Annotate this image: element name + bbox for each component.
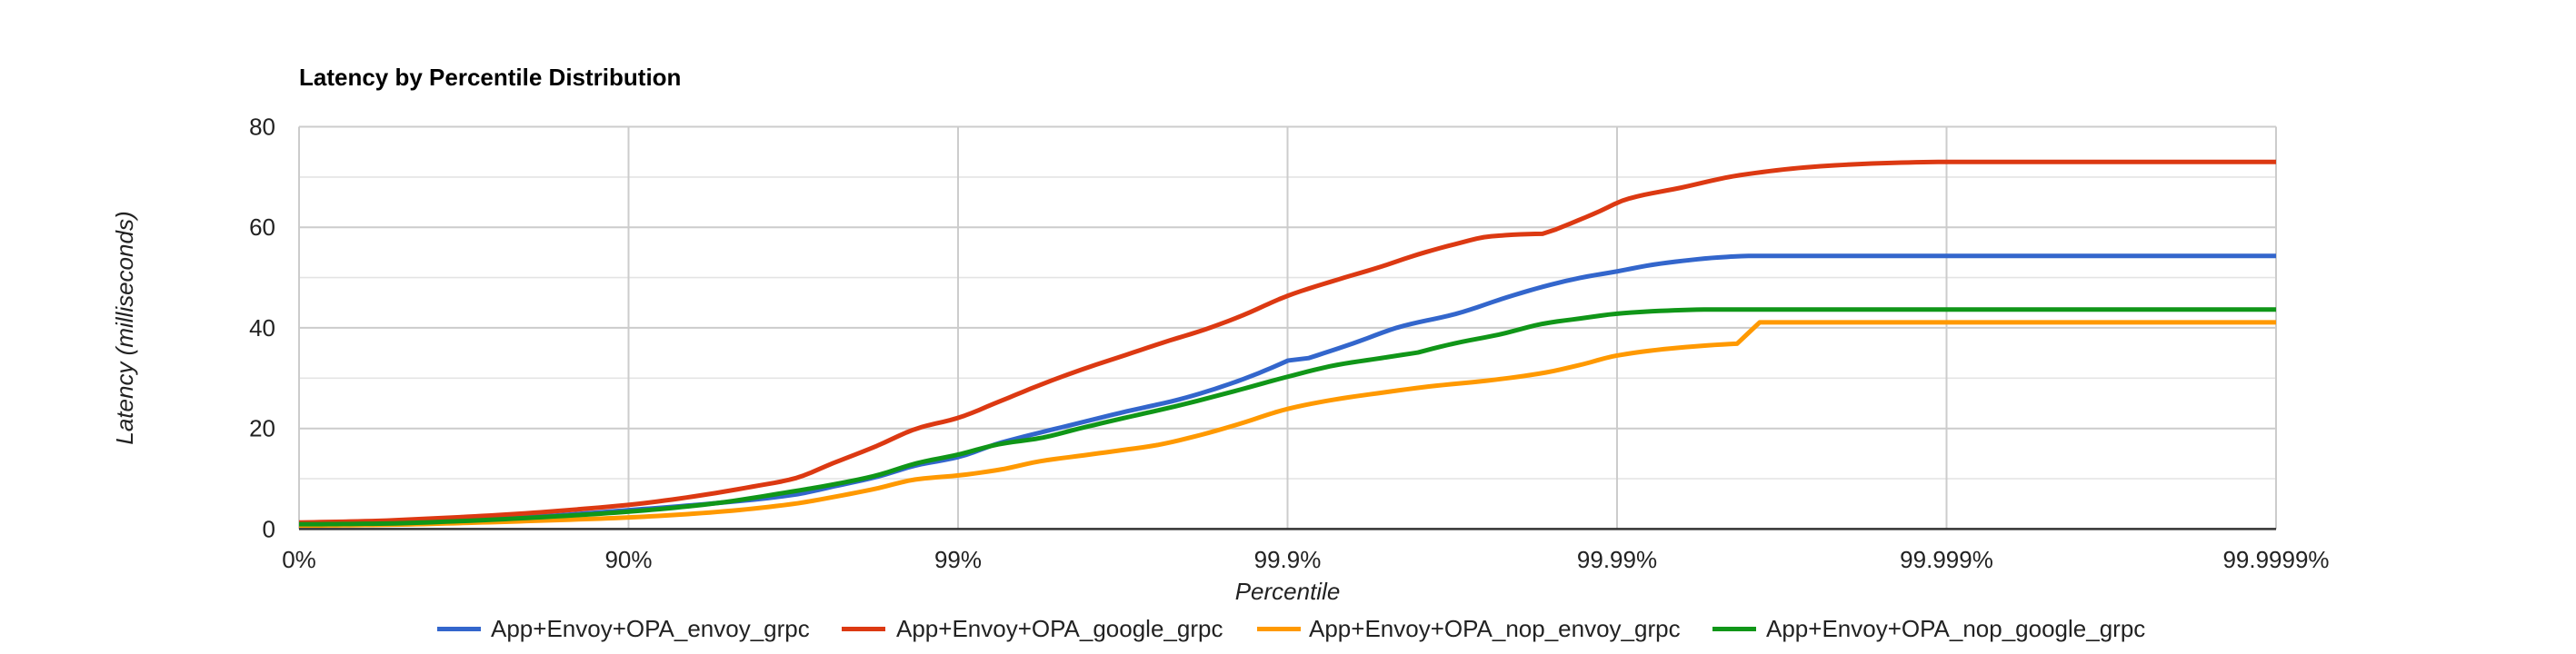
svg-text:App+Envoy+OPA_google_grpc: App+Envoy+OPA_google_grpc	[896, 615, 1223, 642]
svg-text:Latency by Percentile Distribu: Latency by Percentile Distribution	[299, 64, 681, 91]
svg-text:0%: 0%	[282, 546, 316, 573]
svg-text:20: 20	[249, 415, 275, 442]
svg-text:40: 40	[249, 314, 275, 342]
svg-text:60: 60	[249, 213, 275, 241]
svg-text:99%: 99%	[934, 546, 982, 573]
svg-text:0: 0	[263, 515, 275, 542]
svg-text:80: 80	[249, 114, 275, 141]
svg-text:99.999%: 99.999%	[1900, 546, 1993, 573]
svg-text:Latency (milliseconds): Latency (milliseconds)	[111, 211, 138, 444]
svg-text:App+Envoy+OPA_nop_envoy_grpc: App+Envoy+OPA_nop_envoy_grpc	[1309, 615, 1681, 642]
svg-text:99.9999%: 99.9999%	[2222, 546, 2329, 573]
svg-text:App+Envoy+OPA_nop_google_grpc: App+Envoy+OPA_nop_google_grpc	[1766, 615, 2145, 642]
svg-text:90%: 90%	[604, 546, 652, 573]
svg-text:App+Envoy+OPA_envoy_grpc: App+Envoy+OPA_envoy_grpc	[491, 615, 810, 642]
svg-text:99.9%: 99.9%	[1254, 546, 1322, 573]
svg-text:Percentile: Percentile	[1235, 578, 1341, 605]
svg-text:99.99%: 99.99%	[1577, 546, 1657, 573]
